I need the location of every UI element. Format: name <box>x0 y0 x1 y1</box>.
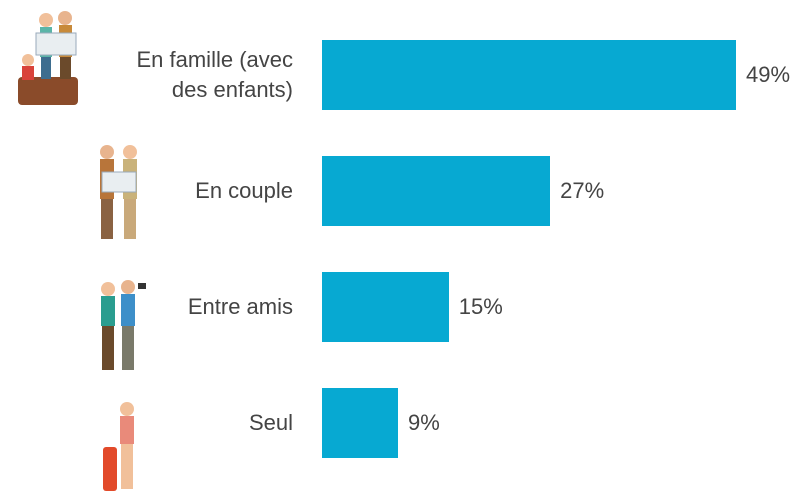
category-label: Seul <box>103 408 293 438</box>
friends-icon <box>90 275 155 375</box>
value-label: 15% <box>459 292 503 322</box>
category-label: Entre amis <box>103 292 293 322</box>
value-label: 9% <box>408 408 440 438</box>
bar <box>322 388 398 458</box>
category-label: En couple <box>103 176 293 206</box>
bar <box>322 156 550 226</box>
page: En famille (avec des enfants) 49% En coupl… <box>0 0 803 497</box>
category-label: En famille (avec des enfants) <box>103 45 293 105</box>
bar <box>322 40 736 110</box>
value-label: 27% <box>560 176 604 206</box>
family-icon <box>10 5 85 110</box>
bar <box>322 272 449 342</box>
value-label: 49% <box>746 60 790 90</box>
